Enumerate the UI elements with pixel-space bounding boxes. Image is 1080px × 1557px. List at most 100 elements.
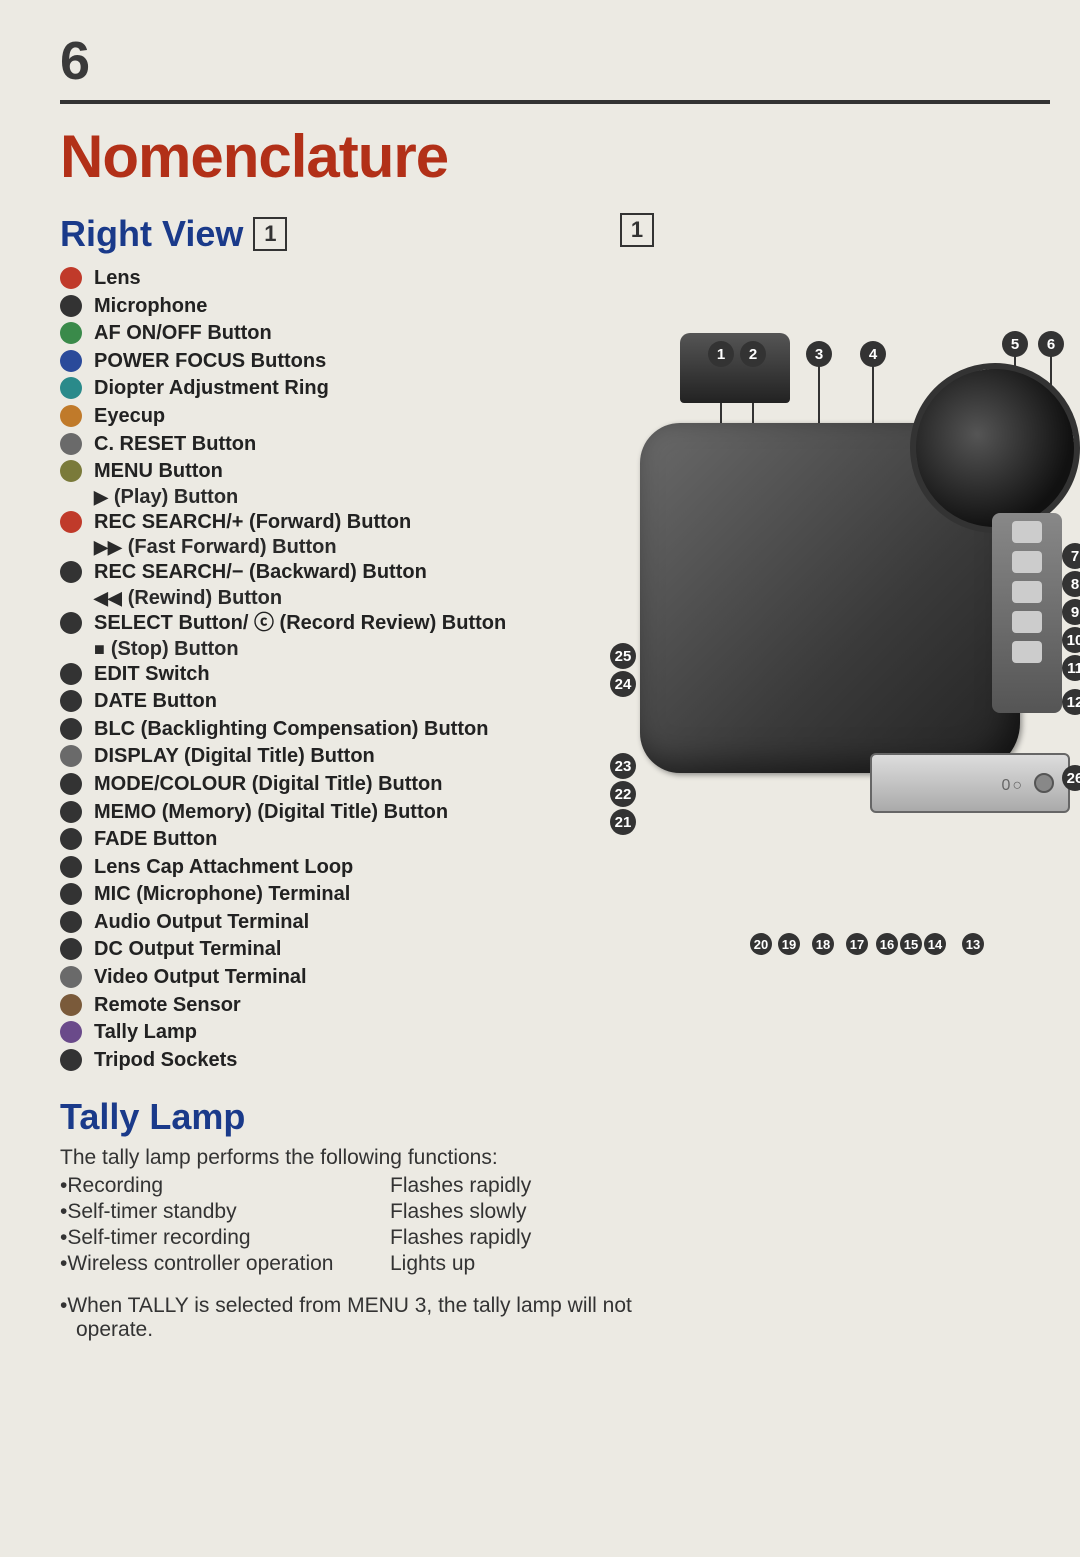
- page-number: 6: [60, 30, 1050, 92]
- parts-list-item: MENU Button: [60, 458, 590, 486]
- parts-list-item: EDIT Switch: [60, 661, 590, 689]
- part-sub-text: (Stop) Button: [111, 638, 239, 661]
- parts-list-item: Diopter Adjustment Ring: [60, 375, 590, 403]
- right-column: 1 0○: [610, 213, 1080, 1074]
- part-label: C. RESET Button: [94, 431, 256, 459]
- diagram-callout: 10: [1062, 627, 1080, 653]
- parts-list-item: Video Output Terminal: [60, 964, 590, 992]
- bullet-icon: [60, 460, 82, 482]
- socket-dot-icon: [1034, 773, 1054, 793]
- parts-list-item: Audio Output Terminal: [60, 909, 590, 937]
- bullet-icon: [60, 1021, 82, 1043]
- part-label: Eyecup: [94, 403, 165, 431]
- tally-state: Flashes rapidly: [390, 1174, 1050, 1198]
- camera-diagram: 1 0○: [610, 213, 1080, 1013]
- diagram-callout: 1: [708, 341, 734, 367]
- part-label: FADE Button: [94, 826, 217, 854]
- diagram-callout: 24: [610, 671, 636, 697]
- parts-list-item: Microphone: [60, 293, 590, 321]
- content-row: Right View 1 LensMicrophoneAF ON/OFF But…: [60, 213, 1050, 1074]
- part-label: REC SEARCH/− (Backward) Button: [94, 559, 427, 587]
- part-label: Tripod Sockets: [94, 1047, 237, 1075]
- diagram-callout: 2: [740, 341, 766, 367]
- bullet-icon: [60, 718, 82, 740]
- parts-list-item: REC SEARCH/− (Backward) Button: [60, 559, 590, 587]
- tally-heading: Tally Lamp: [60, 1096, 1050, 1138]
- bullet-icon: [60, 938, 82, 960]
- diagram-callout: 15: [900, 933, 922, 955]
- bullet-icon: [60, 377, 82, 399]
- part-label: POWER FOCUS Buttons: [94, 348, 326, 376]
- bullet-icon: [60, 994, 82, 1016]
- figure-ref-icon: 1: [253, 217, 287, 251]
- figure-ref-icon: 1: [620, 213, 654, 247]
- part-label: DATE Button: [94, 688, 217, 716]
- bullet-icon: [60, 883, 82, 905]
- bullet-icon: [60, 322, 82, 344]
- playback-glyph-icon: ◀◀: [94, 588, 122, 609]
- tally-state: Flashes slowly: [390, 1200, 1050, 1224]
- parts-list-item: POWER FOCUS Buttons: [60, 348, 590, 376]
- part-label: Lens Cap Attachment Loop: [94, 854, 353, 882]
- part-label: Video Output Terminal: [94, 964, 307, 992]
- bullet-icon: [60, 773, 82, 795]
- bullet-icon: [60, 690, 82, 712]
- bullet-icon: [60, 801, 82, 823]
- bullet-icon: [60, 1049, 82, 1071]
- parts-list-item: Tripod Sockets: [60, 1047, 590, 1075]
- parts-list-item: MEMO (Memory) (Digital Title) Button: [60, 799, 590, 827]
- diagram-callout: 14: [924, 933, 946, 955]
- tally-mode: •Self-timer recording: [60, 1226, 390, 1250]
- bullet-icon: [60, 663, 82, 685]
- part-label: MENU Button: [94, 458, 223, 486]
- part-label: REC SEARCH/+ (Forward) Button: [94, 509, 411, 537]
- diagram-callout: 18: [812, 933, 834, 955]
- bullet-icon: [60, 612, 82, 634]
- tally-note-line: •When TALLY is selected from MENU 3, the…: [60, 1294, 710, 1318]
- parts-list-item: C. RESET Button: [60, 431, 590, 459]
- diagram-callout: 12: [1062, 689, 1080, 715]
- parts-list-item: DC Output Terminal: [60, 936, 590, 964]
- part-label: Tally Lamp: [94, 1019, 197, 1047]
- bullet-icon: [60, 745, 82, 767]
- part-label: Audio Output Terminal: [94, 909, 309, 937]
- right-view-label: Right View: [60, 213, 243, 255]
- playback-glyph-icon: ▶: [94, 487, 108, 508]
- parts-list: LensMicrophoneAF ON/OFF ButtonPOWER FOCU…: [60, 265, 590, 1074]
- tally-state: Lights up: [390, 1252, 1050, 1276]
- part-label: Lens: [94, 265, 141, 293]
- bullet-icon: [60, 350, 82, 372]
- part-label: Microphone: [94, 293, 207, 321]
- diagram-callout: 22: [610, 781, 636, 807]
- socket-holes-icon: 0○: [1001, 777, 1024, 795]
- diagram-callout: 5: [1002, 331, 1028, 357]
- diagram-callout: 9: [1062, 599, 1080, 625]
- camera-eyepiece-shape: [680, 333, 790, 403]
- parts-list-item: FADE Button: [60, 826, 590, 854]
- part-sub-label: ◀◀(Rewind) Button: [94, 587, 590, 610]
- part-label: DISPLAY (Digital Title) Button: [94, 743, 375, 771]
- parts-list-item: Eyecup: [60, 403, 590, 431]
- bullet-icon: [60, 966, 82, 988]
- parts-list-item: SELECT Button/ ⓒ (Record Review) Button: [60, 610, 590, 638]
- tally-state: Flashes rapidly: [390, 1226, 1050, 1250]
- playback-glyph-icon: ▶▶: [94, 537, 122, 558]
- diagram-callout: 4: [860, 341, 886, 367]
- tally-mode: •Self-timer standby: [60, 1200, 390, 1224]
- panel-button-shape: [1012, 551, 1042, 573]
- parts-list-item: DATE Button: [60, 688, 590, 716]
- bullet-icon: [60, 911, 82, 933]
- parts-list-item: Remote Sensor: [60, 992, 590, 1020]
- part-sub-text: (Play) Button: [114, 486, 238, 509]
- diagram-callout: 20: [750, 933, 772, 955]
- parts-list-item: Tally Lamp: [60, 1019, 590, 1047]
- tally-table: •RecordingFlashes rapidly•Self-timer sta…: [60, 1174, 1050, 1276]
- panel-button-shape: [1012, 581, 1042, 603]
- left-column: Right View 1 LensMicrophoneAF ON/OFF But…: [60, 213, 590, 1074]
- parts-list-item: AF ON/OFF Button: [60, 320, 590, 348]
- part-sub-text: (Fast Forward) Button: [128, 536, 337, 559]
- diagram-callout: 13: [962, 933, 984, 955]
- part-label: BLC (Backlighting Compensation) Button: [94, 716, 488, 744]
- part-label: Remote Sensor: [94, 992, 241, 1020]
- diagram-callout: 11: [1062, 655, 1080, 681]
